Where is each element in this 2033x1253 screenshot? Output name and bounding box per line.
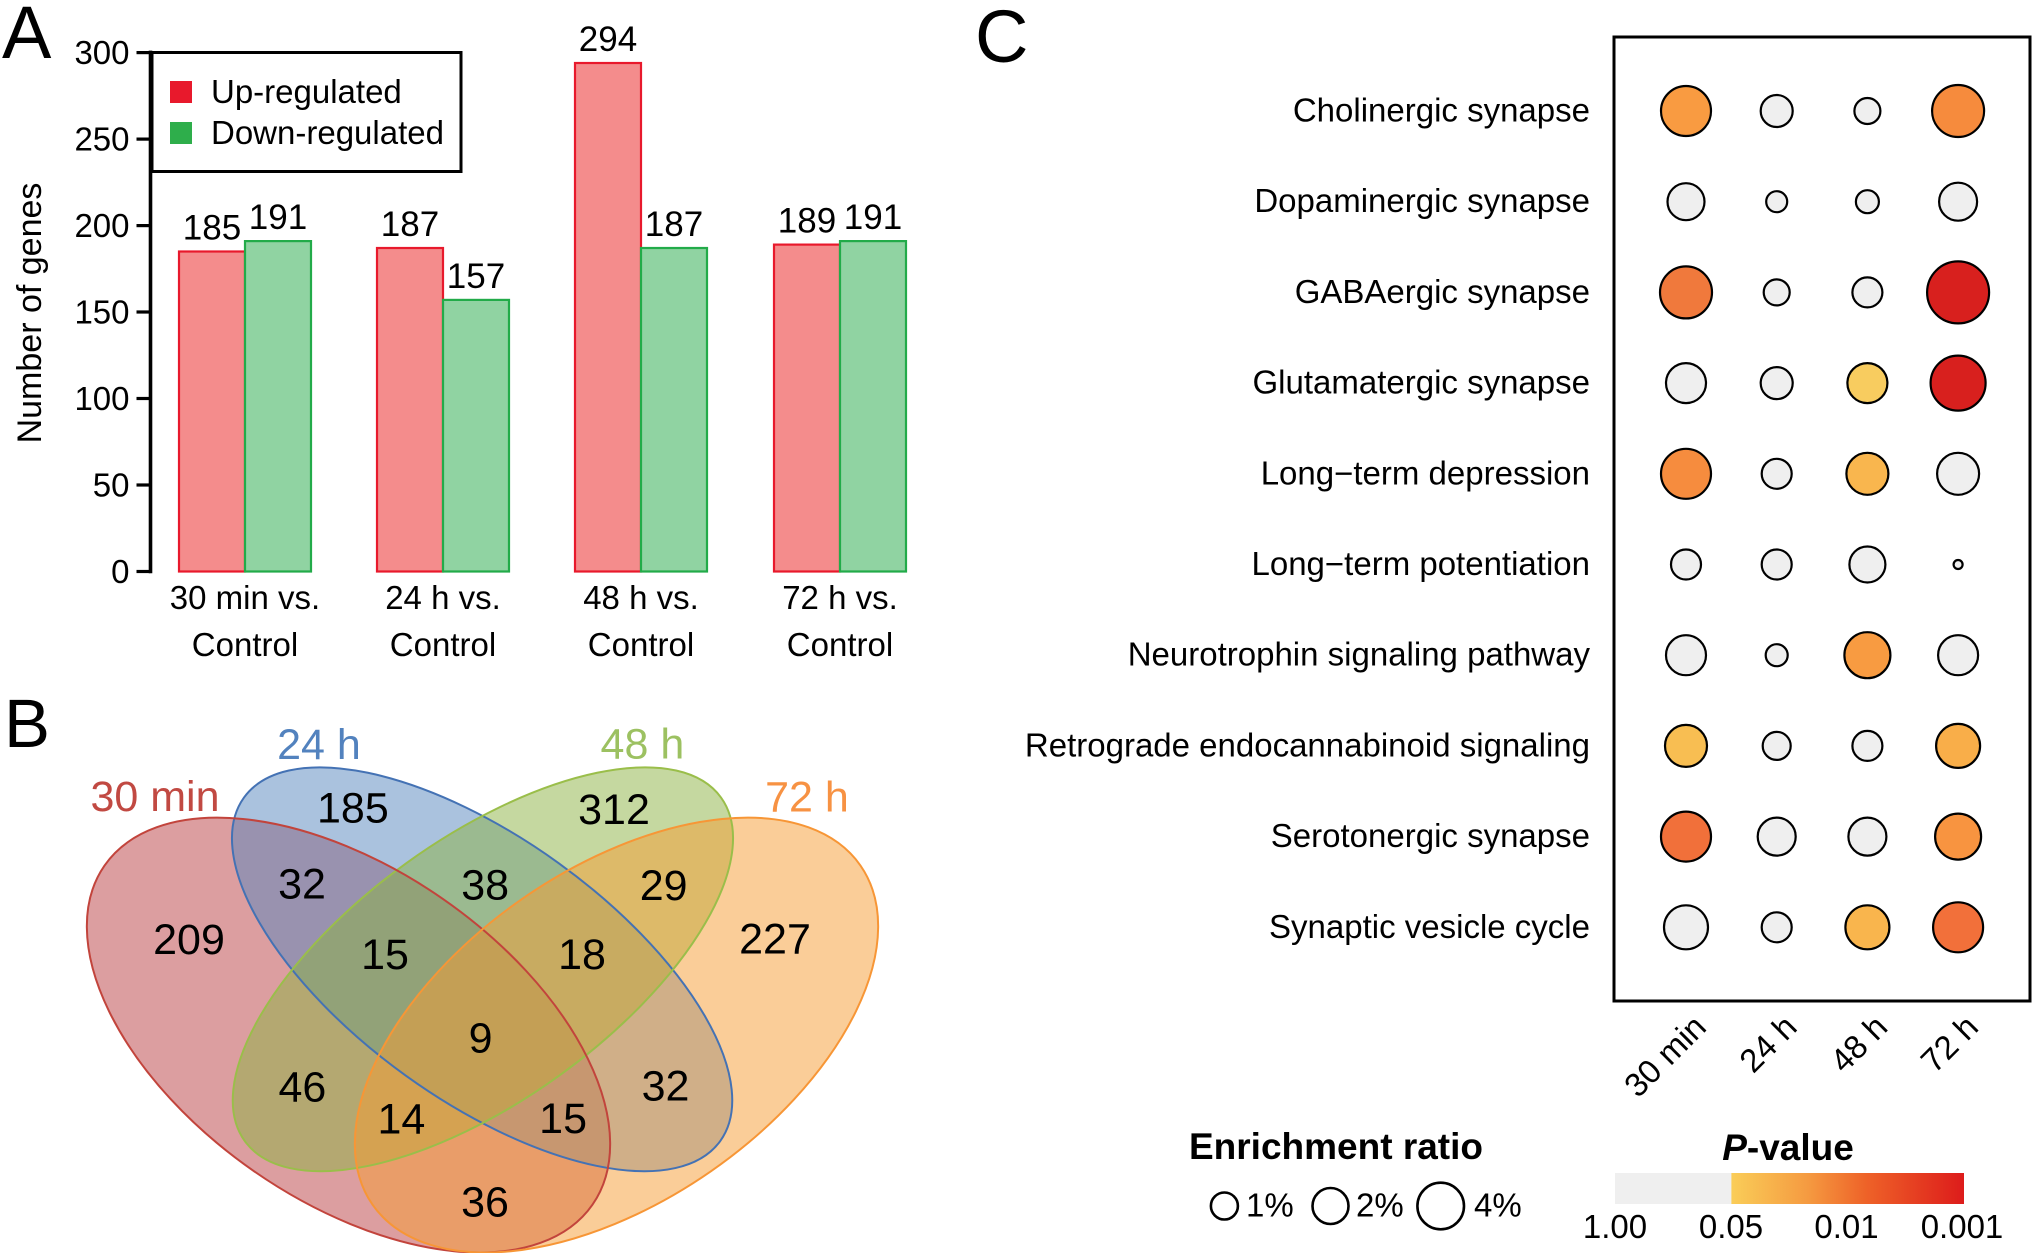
svg-text:48 h vs.: 48 h vs.: [583, 579, 699, 616]
svg-text:200: 200: [74, 207, 129, 244]
svg-text:46: 46: [278, 1064, 326, 1112]
svg-text:B: B: [4, 685, 50, 762]
svg-text:191: 191: [844, 198, 902, 237]
svg-text:0.05: 0.05: [1699, 1208, 1763, 1245]
svg-text:191: 191: [249, 198, 307, 237]
svg-text:157: 157: [447, 257, 505, 296]
svg-text:Retrograde endocannabinoid sig: Retrograde endocannabinoid signaling: [1025, 726, 1590, 763]
svg-text:294: 294: [579, 20, 637, 59]
svg-text:38: 38: [461, 861, 509, 909]
svg-text:14: 14: [377, 1095, 425, 1143]
svg-text:15: 15: [361, 931, 409, 979]
svg-text:Control: Control: [588, 626, 694, 663]
svg-text:GABAergic synapse: GABAergic synapse: [1295, 273, 1590, 310]
svg-text:Synaptic vesicle cycle: Synaptic vesicle cycle: [1269, 908, 1590, 945]
svg-text:Long−term depression: Long−term depression: [1261, 454, 1590, 491]
svg-text:A: A: [2, 0, 52, 74]
svg-text:32: 32: [642, 1063, 690, 1111]
svg-text:189: 189: [778, 202, 836, 241]
svg-text:185: 185: [183, 209, 241, 248]
svg-text:4%: 4%: [1474, 1187, 1522, 1224]
svg-text:Glutamatergic synapse: Glutamatergic synapse: [1253, 364, 1591, 401]
svg-text:24 h vs.: 24 h vs.: [385, 579, 501, 616]
svg-text:150: 150: [74, 294, 129, 331]
svg-text:P-value: P-value: [1722, 1127, 1854, 1168]
svg-text:209: 209: [153, 916, 225, 964]
svg-text:Control: Control: [787, 626, 893, 663]
svg-text:Cholinergic synapse: Cholinergic synapse: [1293, 92, 1590, 129]
svg-text:185: 185: [317, 784, 389, 832]
svg-text:312: 312: [578, 786, 650, 834]
svg-text:Up-regulated: Up-regulated: [211, 73, 402, 110]
svg-text:9: 9: [469, 1014, 493, 1062]
svg-text:0.01: 0.01: [1814, 1208, 1878, 1245]
svg-text:Dopaminergic synapse: Dopaminergic synapse: [1254, 182, 1590, 219]
svg-text:Neurotrophin signaling pathway: Neurotrophin signaling pathway: [1128, 636, 1591, 673]
svg-text:1%: 1%: [1246, 1187, 1294, 1224]
svg-text:50: 50: [93, 467, 130, 504]
svg-text:250: 250: [74, 121, 129, 158]
svg-text:29: 29: [640, 862, 688, 910]
svg-text:72 h: 72 h: [765, 773, 849, 821]
svg-text:Enrichment ratio: Enrichment ratio: [1189, 1126, 1483, 1167]
svg-text:15: 15: [539, 1095, 587, 1143]
svg-text:187: 187: [381, 205, 439, 244]
svg-text:1.00: 1.00: [1583, 1208, 1647, 1245]
svg-text:18: 18: [558, 931, 606, 979]
svg-text:227: 227: [739, 915, 811, 963]
svg-text:Long−term potentiation: Long−term potentiation: [1252, 545, 1591, 582]
svg-text:2%: 2%: [1356, 1187, 1404, 1224]
svg-text:48 h: 48 h: [601, 721, 685, 769]
svg-text:Control: Control: [192, 626, 298, 663]
svg-text:0.001: 0.001: [1921, 1208, 2004, 1245]
svg-text:36: 36: [461, 1179, 509, 1227]
svg-text:C: C: [975, 0, 1028, 78]
svg-text:100: 100: [74, 380, 129, 417]
svg-text:Down-regulated: Down-regulated: [211, 114, 444, 151]
svg-text:Serotonergic synapse: Serotonergic synapse: [1271, 817, 1590, 854]
svg-text:24 h: 24 h: [277, 721, 361, 769]
svg-text:300: 300: [74, 34, 129, 71]
svg-text:0: 0: [111, 553, 129, 590]
svg-text:187: 187: [645, 205, 703, 244]
svg-text:Number of genes: Number of genes: [11, 183, 49, 444]
svg-text:30 min: 30 min: [90, 773, 219, 821]
svg-text:Control: Control: [390, 626, 496, 663]
svg-text:30 min vs.: 30 min vs.: [170, 579, 320, 616]
svg-text:72 h vs.: 72 h vs.: [782, 579, 898, 616]
svg-text:32: 32: [278, 860, 326, 908]
